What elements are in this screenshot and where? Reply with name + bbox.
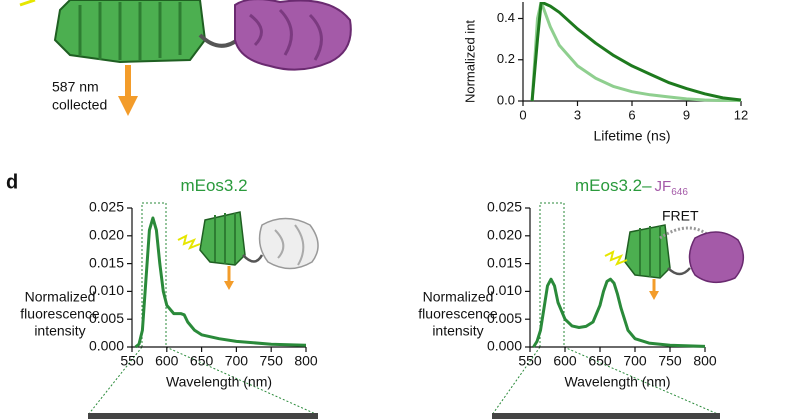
y-axis-label: Normalized bbox=[423, 289, 494, 305]
panel-label: d bbox=[6, 171, 18, 193]
x-tick-label: 700 bbox=[623, 353, 647, 369]
x-tick-label: 550 bbox=[518, 353, 542, 369]
protein-illustration bbox=[177, 211, 319, 290]
data-line bbox=[134, 216, 307, 349]
y-tick-label: 0.025 bbox=[487, 199, 522, 215]
y-tick-label: 0.005 bbox=[487, 310, 522, 326]
chart-title: mEos3.2– JF646 bbox=[575, 176, 688, 197]
y-tick-label: 0.010 bbox=[487, 282, 522, 298]
x-tick-label: 12 bbox=[734, 107, 748, 122]
y-tick-label: 0.0 bbox=[497, 92, 515, 107]
y-tick-label: 0.020 bbox=[89, 227, 124, 243]
image-strip bbox=[88, 413, 318, 419]
x-tick-label: 9 bbox=[683, 107, 690, 122]
image-strip bbox=[492, 413, 720, 419]
x-axis-label: Wavelength (nm) bbox=[564, 374, 670, 390]
x-axis-label: Lifetime (ns) bbox=[593, 128, 670, 144]
data-line bbox=[532, 277, 706, 348]
title-subscript: 646 bbox=[671, 187, 688, 198]
y-tick-label: 0.2 bbox=[497, 51, 515, 66]
annotation: 587 nm bbox=[52, 79, 99, 95]
title-part: JF bbox=[655, 178, 672, 195]
y-axis-label: intensity bbox=[432, 323, 483, 339]
y-axis-label: Normalized int bbox=[462, 20, 477, 103]
x-tick-label: 3 bbox=[574, 107, 581, 122]
annotation: FRET bbox=[662, 208, 699, 224]
y-tick-label: 0.000 bbox=[89, 338, 124, 354]
y-axis-label: fluorescence bbox=[20, 306, 100, 322]
x-tick-label: 800 bbox=[693, 353, 717, 369]
y-tick-label: 0.020 bbox=[487, 227, 522, 243]
y-tick-label: 0.025 bbox=[89, 199, 124, 215]
y-tick-label: 0.015 bbox=[487, 254, 522, 270]
y-axis-label: Normalized bbox=[25, 289, 96, 305]
title-part: mEos3.2 bbox=[180, 176, 247, 195]
chart-title: mEos3.2 bbox=[180, 176, 247, 195]
title-part: mEos3.2– bbox=[575, 176, 652, 195]
x-tick-label: 550 bbox=[120, 353, 144, 369]
x-tick-label: 650 bbox=[190, 353, 214, 369]
x-tick-label: 6 bbox=[628, 107, 635, 122]
axis bbox=[522, 2, 741, 102]
protein-illustration bbox=[604, 224, 744, 300]
y-tick-label: 0.015 bbox=[89, 254, 124, 270]
x-tick-label: 750 bbox=[658, 353, 682, 369]
y-tick-label: 0.4 bbox=[497, 10, 515, 25]
x-tick-label: 650 bbox=[588, 353, 612, 369]
data-line bbox=[530, 2, 742, 102]
x-tick-label: 750 bbox=[260, 353, 284, 369]
x-tick-label: 800 bbox=[294, 353, 318, 369]
y-tick-label: 0.005 bbox=[89, 310, 124, 326]
annotation: collected bbox=[52, 97, 107, 113]
y-tick-label: 0.000 bbox=[487, 338, 522, 354]
y-axis-label: intensity bbox=[34, 323, 85, 339]
x-tick-label: 700 bbox=[225, 353, 249, 369]
x-tick-label: 600 bbox=[155, 353, 179, 369]
x-tick-label: 0 bbox=[519, 107, 526, 122]
y-tick-label: 0.010 bbox=[89, 282, 124, 298]
data-line bbox=[530, 2, 742, 102]
protein-illustration bbox=[19, 0, 352, 116]
y-axis-label: fluorescence bbox=[418, 306, 498, 322]
x-axis-label: Wavelength (nm) bbox=[166, 374, 272, 390]
x-tick-label: 600 bbox=[553, 353, 577, 369]
